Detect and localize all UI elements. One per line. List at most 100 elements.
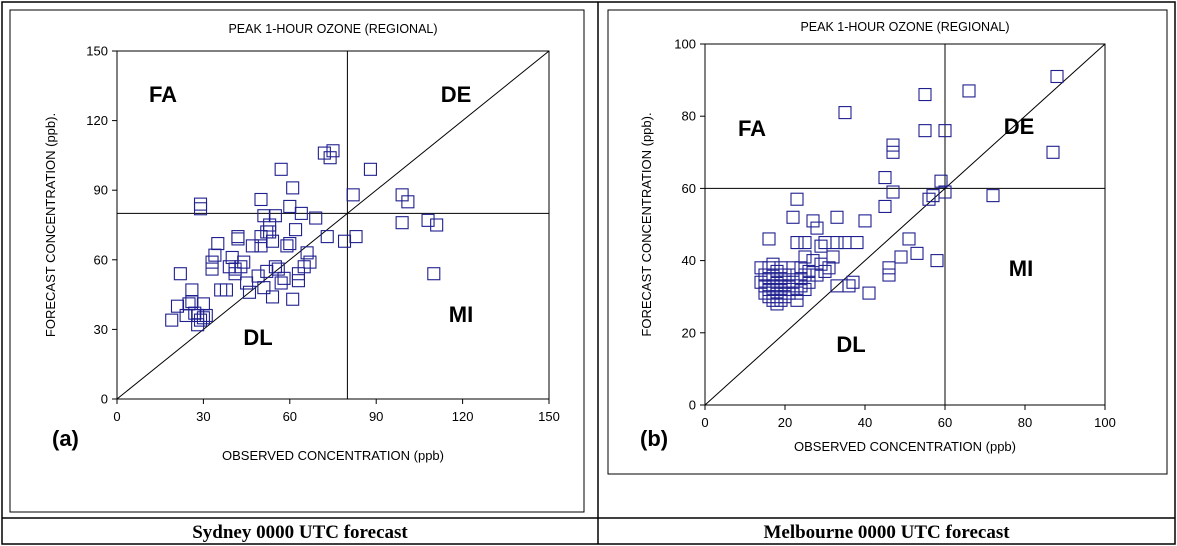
panel-label: (b) (640, 426, 668, 451)
data-point (758, 279, 772, 293)
y-tick-label: 60 (682, 181, 696, 196)
data-point (245, 239, 259, 253)
data-point (826, 250, 840, 264)
data-point (257, 281, 271, 295)
data-point (986, 189, 1000, 203)
quadrant-label-de: DE (1004, 114, 1035, 139)
data-point (818, 264, 832, 278)
data-point (770, 275, 784, 289)
data-point (846, 275, 860, 289)
data-point (838, 106, 852, 120)
data-point (810, 221, 824, 235)
caption-sydney: Sydney 0000 UTC forecast (192, 522, 408, 543)
data-point (240, 276, 254, 290)
data-point (294, 206, 308, 220)
data-point (758, 286, 772, 300)
data-point (882, 268, 896, 282)
data-point (254, 192, 268, 207)
data-point (878, 171, 892, 185)
data-point (838, 236, 852, 250)
data-point (786, 282, 800, 297)
data-point (962, 84, 976, 98)
data-point (196, 311, 210, 325)
x-tick-label: 120 (452, 409, 474, 424)
quadrant-label-dl: DL (836, 332, 865, 357)
data-point (806, 254, 820, 268)
plot-area (704, 43, 1106, 406)
data-point (286, 181, 300, 195)
data-point (782, 279, 796, 293)
data-point (814, 257, 828, 271)
data-point (219, 283, 233, 297)
data-point (786, 261, 800, 275)
data-point (930, 254, 944, 268)
data-point (762, 290, 776, 304)
data-point (918, 124, 932, 138)
data-point (237, 255, 251, 269)
x-tick-label: 90 (369, 409, 383, 424)
data-point (938, 185, 952, 199)
data-point (790, 192, 804, 206)
y-axis-label: FORECAST CONCENTRATION (ppb). (43, 113, 58, 337)
data-point (910, 246, 924, 260)
data-point (762, 261, 776, 275)
data-point (830, 236, 844, 250)
data-point (814, 239, 828, 253)
data-point (283, 237, 297, 251)
data-point (774, 293, 788, 307)
data-point (323, 151, 337, 165)
x-tick-label: 30 (196, 409, 210, 424)
data-point (778, 290, 792, 304)
y-tick-label: 120 (86, 113, 108, 128)
y-tick-label: 40 (682, 253, 696, 268)
data-point (283, 199, 297, 213)
data-point (774, 261, 788, 275)
data-point (774, 286, 788, 300)
caption-melbourne: Melbourne 0000 UTC forecast (763, 522, 1010, 543)
data-point (349, 230, 363, 244)
y-tick-label: 150 (86, 44, 108, 59)
data-point (790, 286, 804, 300)
data-point (320, 230, 334, 244)
data-point (882, 261, 896, 275)
data-point (770, 297, 784, 311)
y-tick-label: 0 (689, 398, 696, 413)
data-point (754, 275, 768, 289)
data-point (758, 268, 772, 282)
data-point (786, 210, 800, 224)
quadrant-label-de: DE (441, 82, 472, 107)
data-point (762, 272, 776, 286)
data-point (427, 267, 441, 281)
quadrant-label-fa: FA (149, 82, 177, 107)
y-tick-label: 20 (682, 325, 696, 340)
data-point (199, 308, 213, 323)
data-point (830, 210, 844, 224)
data-point (794, 279, 808, 293)
quadrant-label-mi: MI (449, 302, 473, 327)
y-axis-label: FORECAST CONCENTRATION (ppb). (639, 112, 654, 336)
x-tick-label: 60 (283, 409, 297, 424)
data-point (766, 268, 780, 282)
data-point (790, 293, 804, 307)
data-point (922, 192, 936, 206)
y-tick-label: 90 (94, 183, 108, 198)
data-point (762, 232, 776, 246)
data-point (303, 255, 317, 269)
data-point (231, 230, 245, 244)
data-point (822, 261, 836, 275)
data-point (766, 279, 780, 293)
data-point (770, 282, 784, 297)
data-point (810, 268, 824, 282)
data-point (774, 279, 788, 293)
data-point (782, 268, 796, 282)
data-point (277, 271, 291, 285)
data-point (770, 264, 784, 278)
data-point (1046, 145, 1060, 159)
data-point (886, 138, 900, 152)
data-point (165, 313, 179, 327)
x-tick-label: 80 (1018, 415, 1032, 430)
data-point (786, 275, 800, 289)
data-point (766, 257, 780, 271)
data-point (878, 199, 892, 213)
data-point (938, 124, 952, 138)
